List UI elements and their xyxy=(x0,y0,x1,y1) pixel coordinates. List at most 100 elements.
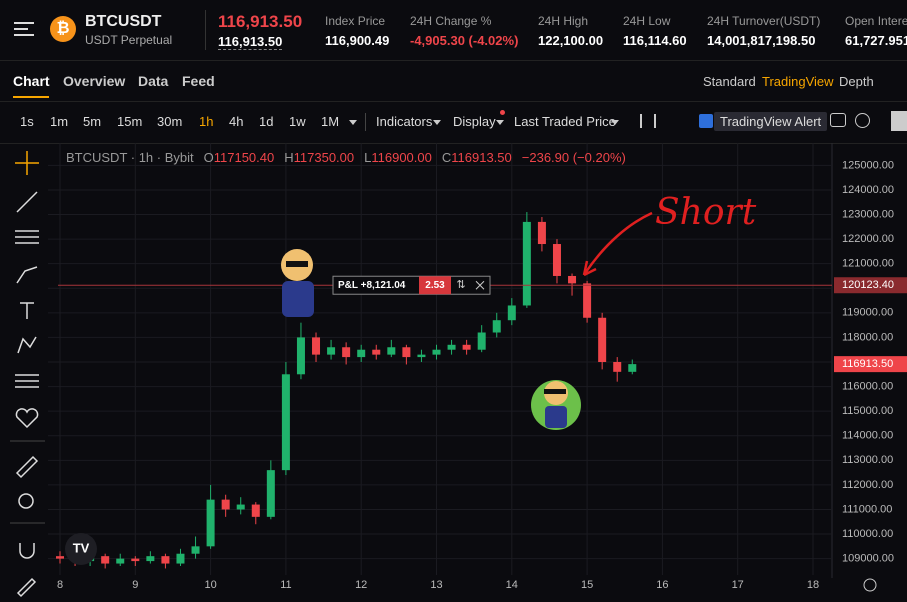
legend-o-label: O xyxy=(204,150,214,165)
chart: 109000.00 110000.00 111000.00 112000.00 1130… xyxy=(10,143,907,598)
stat-label: 24H Low xyxy=(623,14,671,28)
magnet-tool[interactable] xyxy=(19,543,35,559)
menu[interactable]: Last Traded Price xyxy=(514,114,616,129)
measure-tool[interactable] xyxy=(15,374,39,388)
timeframe[interactable]: 4h xyxy=(229,114,244,129)
subtitle: USDT Perpetual xyxy=(85,33,173,47)
zoom-tool[interactable] xyxy=(18,493,34,509)
timeframe[interactable]: 15m xyxy=(117,114,143,129)
candle-body xyxy=(507,305,516,321)
menu-icon[interactable] xyxy=(14,20,34,38)
tab[interactable]: Overview xyxy=(63,73,126,89)
x-tick-label: 10 xyxy=(204,579,216,591)
caret xyxy=(433,120,441,129)
timeframe[interactable]: 1M xyxy=(321,114,340,129)
qty: 2.53 xyxy=(425,280,445,291)
y-tick-label: 113000.00 xyxy=(842,454,893,466)
view-option[interactable]: TradingView xyxy=(762,74,834,89)
candle-body xyxy=(628,364,637,372)
tv-logo: TV xyxy=(65,533,97,565)
pnl: P&L +8,121.04 xyxy=(338,280,406,291)
lock-tool[interactable] xyxy=(16,577,37,598)
timeframe[interactable]: 1d xyxy=(259,114,274,129)
candle-body xyxy=(296,337,305,375)
candle-body xyxy=(522,221,531,306)
mark-price: 116,913.50 xyxy=(218,34,283,50)
candle-body xyxy=(191,546,200,554)
line-tool[interactable] xyxy=(16,191,38,213)
text-tool[interactable] xyxy=(20,302,34,319)
stat-label: 24H Turnover(USDT) xyxy=(707,14,821,28)
x-tick-label: 8 xyxy=(57,579,63,591)
candle-body xyxy=(462,344,471,350)
brush-tool[interactable] xyxy=(16,266,38,284)
tabs: Chart Overview Data Feed Standard TradingView… xyxy=(0,61,907,102)
legend-title: BTCUSDT · 1h · Bybit xyxy=(66,150,194,165)
candle-body xyxy=(568,275,577,284)
reverse-button[interactable]: ⇅ xyxy=(456,279,465,291)
crosshair-tool[interactable] xyxy=(15,151,39,175)
pattern-tool[interactable] xyxy=(17,336,37,354)
timeframe[interactable]: 5m xyxy=(83,114,102,129)
menu[interactable]: Display xyxy=(453,114,496,129)
header: ₿ BTCUSDT USDT Perpetual 116,913.50 116,… xyxy=(0,0,907,61)
menu[interactable]: Indicators xyxy=(376,114,433,129)
expand-icon[interactable] xyxy=(891,111,907,131)
timeframe[interactable]: 30m xyxy=(157,114,183,129)
candle-body xyxy=(537,221,546,245)
timeframe[interactable]: 1h xyxy=(199,114,214,129)
caret xyxy=(349,120,357,129)
grid: 109000.00 110000.00 111000.00 112000.00 1130… xyxy=(48,143,894,592)
mascot xyxy=(281,249,314,317)
y-tick-label: 116000.00 xyxy=(842,380,893,392)
x-tick-label: 12 xyxy=(355,579,367,591)
stat-value: 116,900.49 xyxy=(325,33,390,48)
ruler-tool[interactable] xyxy=(15,455,39,479)
stat-value: -4,905.30 (-4.02%) xyxy=(410,33,519,48)
qty-box xyxy=(419,276,451,295)
candle-body xyxy=(281,374,290,471)
annotation: Short xyxy=(655,192,757,233)
y-tick-label: 110000.00 xyxy=(842,528,893,540)
view-option[interactable]: Standard xyxy=(703,74,756,89)
x-tick-label: 13 xyxy=(430,579,442,591)
entry-tag xyxy=(834,277,907,294)
timeframe[interactable]: 1s xyxy=(20,114,34,129)
x-tick-label: 9 xyxy=(132,579,138,591)
tab[interactable]: Feed xyxy=(182,73,215,89)
y-tick-label: 123000.00 xyxy=(842,208,894,220)
candle-body xyxy=(327,347,336,355)
settings-icon[interactable] xyxy=(855,113,870,128)
timeframe[interactable]: 1m xyxy=(50,114,69,129)
fib-tool[interactable] xyxy=(15,230,39,244)
y-tick-label: 112000.00 xyxy=(842,479,893,491)
camera-icon[interactable] xyxy=(830,113,846,127)
legend-o: 117150.40 xyxy=(214,150,275,165)
tab[interactable]: Chart xyxy=(13,73,50,89)
entry-price: 120123.40 xyxy=(842,279,894,291)
candle-body xyxy=(116,558,125,564)
svg-text:TV: TV xyxy=(73,540,90,555)
timeframe[interactable]: 1w xyxy=(289,114,306,129)
current-tag xyxy=(834,356,907,373)
alert-button[interactable]: TradingView Alert xyxy=(714,112,828,131)
legend-l-label: L xyxy=(364,150,371,165)
legend-c-label: C xyxy=(442,150,451,165)
x-tick-label: 16 xyxy=(656,579,668,591)
candle-body xyxy=(266,470,275,517)
x-tick-label: 18 xyxy=(807,579,819,591)
menu-divider xyxy=(365,113,366,131)
notify-dot xyxy=(500,110,505,115)
close-button[interactable] xyxy=(475,280,485,290)
candle-body xyxy=(357,349,366,358)
coin-icon: ₿ xyxy=(50,16,76,42)
candle-body xyxy=(372,349,381,355)
settings-icon[interactable] xyxy=(863,578,877,592)
y-tick-label: 114000.00 xyxy=(842,430,893,442)
view-option[interactable]: Depth xyxy=(839,74,874,89)
left-toolbar xyxy=(10,151,45,598)
symbol[interactable]: BTCUSDT xyxy=(85,13,162,30)
last-price: 116,913.50 xyxy=(218,12,303,31)
tab[interactable]: Data xyxy=(138,73,169,89)
favorite-tool[interactable] xyxy=(15,408,39,429)
